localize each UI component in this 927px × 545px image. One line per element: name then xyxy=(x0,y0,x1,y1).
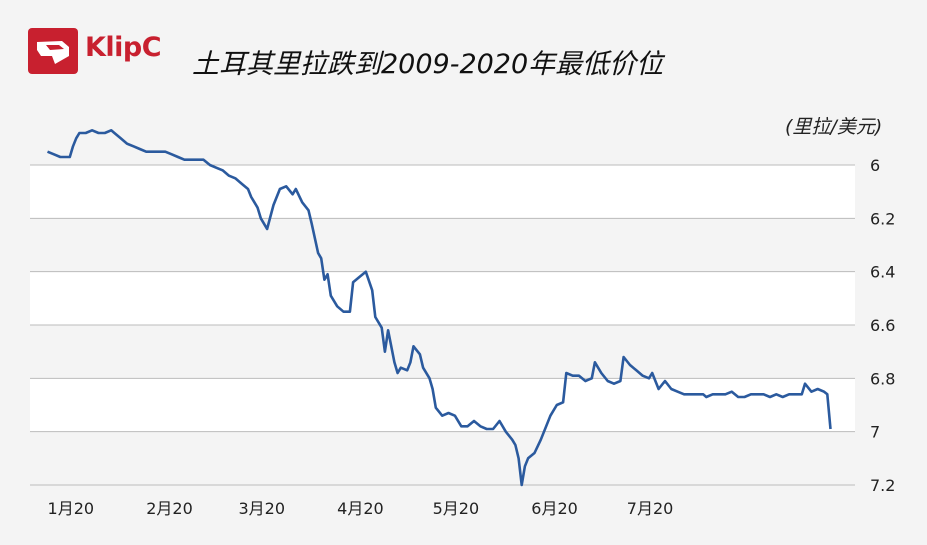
chart-bands xyxy=(30,165,855,432)
y-tick-label: 7 xyxy=(870,423,880,442)
chart-band xyxy=(30,378,855,432)
x-tick-label: 4月20 xyxy=(337,499,384,518)
klipc-logo-glyph xyxy=(37,41,69,64)
x-tick-label: 1月20 xyxy=(48,499,95,518)
logo-wordmark: KlipC xyxy=(85,32,162,63)
x-tick-label: 2月20 xyxy=(146,499,193,518)
y-tick-label: 6.2 xyxy=(870,209,895,228)
y-tick-label: 6.6 xyxy=(870,316,895,335)
x-tick-label: 7月20 xyxy=(627,499,674,518)
y-tick-label: 6.4 xyxy=(870,263,895,282)
series-line xyxy=(47,129,832,487)
chart-title: 土耳其里拉跌到2009-2020年最低价位 xyxy=(192,49,664,80)
klipc-logo-icon xyxy=(28,28,78,74)
y-tick-label: 6 xyxy=(870,156,880,175)
y-tick-label: 7.2 xyxy=(870,476,895,495)
y-tick-label: 6.8 xyxy=(870,369,895,388)
chart-band xyxy=(30,165,855,219)
chart-band xyxy=(30,271,855,325)
y-axis-unit: (里拉/美元) xyxy=(785,116,883,138)
chart-series xyxy=(47,129,832,487)
y-axis-ticks: 6 6.2 6.4 6.6 6.8 7 7.2 xyxy=(870,156,895,495)
chart-gridlines xyxy=(30,164,855,486)
x-tick-label: 5月20 xyxy=(433,499,480,518)
x-tick-label: 3月20 xyxy=(239,499,286,518)
x-tick-label: 6月20 xyxy=(531,499,578,518)
x-axis-ticks: 1月20 2月20 3月20 4月20 5月20 6月20 7月20 xyxy=(48,499,674,518)
